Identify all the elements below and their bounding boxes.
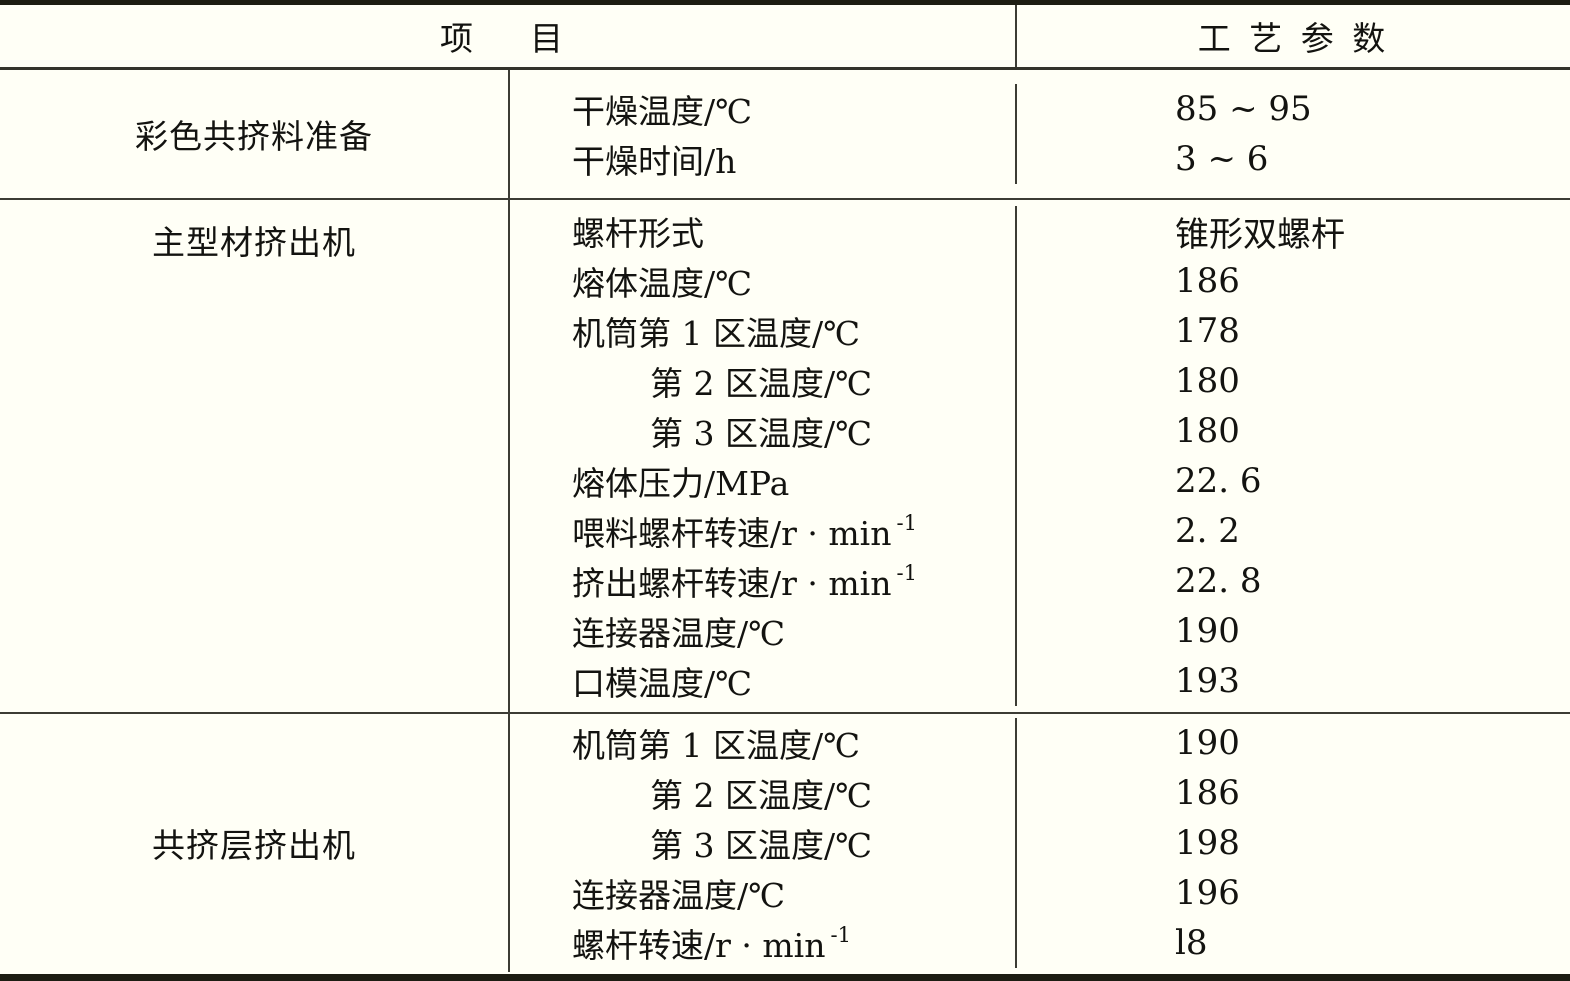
value-cell: 186 xyxy=(1015,768,1570,818)
item-label: 挤出螺杆转速/r · min xyxy=(572,564,892,603)
table-row: 第 2 区温度/℃ 180 xyxy=(510,356,1570,406)
item-cell: 干燥温度/℃ xyxy=(510,84,1015,134)
value-cell: l8 xyxy=(1015,918,1570,968)
item-cell: 口模温度/℃ xyxy=(510,656,1015,706)
header-item-label: 项 目 xyxy=(440,19,575,58)
value-cell: 180 xyxy=(1015,406,1570,456)
item-cell: 螺杆转速/r · min -1 xyxy=(510,918,1015,968)
value-cell: 178 xyxy=(1015,306,1570,356)
table-row: 连接器温度/℃ 196 xyxy=(510,868,1570,918)
value-cell: 2. 2 xyxy=(1015,506,1570,556)
table-row: 挤出螺杆转速/r · min -1 22. 8 xyxy=(510,556,1570,606)
table-row: 连接器温度/℃ 190 xyxy=(510,606,1570,656)
item-label: 干燥时间/h xyxy=(572,142,737,181)
item-label: 喂料螺杆转速/r · min xyxy=(572,514,892,553)
value-cell: 186 xyxy=(1015,256,1570,306)
item-cell: 机筒第 1 区温度/℃ xyxy=(510,306,1015,356)
item-label: 机筒第 1 区温度/℃ xyxy=(572,314,861,353)
item-cell: 连接器温度/℃ xyxy=(510,606,1015,656)
value-cell: 85 ~ 95 xyxy=(1015,84,1570,134)
item-label: 口模温度/℃ xyxy=(572,664,753,703)
item-cell: 第 2 区温度/℃ xyxy=(510,768,1015,818)
table-row: 第 2 区温度/℃ 186 xyxy=(510,768,1570,818)
item-label: 连接器温度/℃ xyxy=(572,614,786,653)
value-cell: 3 ~ 6 xyxy=(1015,134,1570,184)
item-cell: 熔体温度/℃ xyxy=(510,256,1015,306)
value-cell: 锥形双螺杆 xyxy=(1015,206,1570,256)
item-label: 螺杆转速/r · min xyxy=(572,926,826,965)
item-label: 第 3 区温度/℃ xyxy=(650,414,873,453)
table-row: 口模温度/℃ 193 xyxy=(510,656,1570,706)
table-row: 第 3 区温度/℃ 198 xyxy=(510,818,1570,868)
item-label: 连接器温度/℃ xyxy=(572,876,786,915)
item-cell: 干燥时间/h xyxy=(510,134,1015,184)
group-label: 彩色共挤料准备 xyxy=(135,117,373,156)
item-cell: 机筒第 1 区温度/℃ xyxy=(510,718,1015,768)
header-cell-item: 项 目 xyxy=(0,5,1015,67)
table-row: 熔体温度/℃ 186 xyxy=(510,256,1570,306)
item-label: 螺杆形式 xyxy=(572,214,704,253)
group-rows: 干燥温度/℃ 85 ~ 95 干燥时间/h 3 ~ 6 xyxy=(508,70,1570,198)
group-label: 主型材挤出机 xyxy=(152,223,356,262)
item-label: 熔体温度/℃ xyxy=(572,264,753,303)
value-cell: 196 xyxy=(1015,868,1570,918)
value-cell: 180 xyxy=(1015,356,1570,406)
item-cell: 第 2 区温度/℃ xyxy=(510,356,1015,406)
item-label: 干燥温度/℃ xyxy=(572,92,753,131)
item-label: 第 2 区温度/℃ xyxy=(650,776,873,815)
item-cell: 第 3 区温度/℃ xyxy=(510,818,1015,868)
value-cell: 22. 8 xyxy=(1015,556,1570,606)
group-rows: 机筒第 1 区温度/℃ 190 第 2 区温度/℃ 186 第 3 区温度/℃ … xyxy=(508,714,1570,972)
item-label: 第 2 区温度/℃ xyxy=(650,364,873,403)
item-cell: 熔体压力/MPa xyxy=(510,456,1015,506)
table-row: 干燥温度/℃ 85 ~ 95 xyxy=(510,84,1570,134)
item-label: 机筒第 1 区温度/℃ xyxy=(572,726,861,765)
item-cell: 喂料螺杆转速/r · min -1 xyxy=(510,506,1015,556)
item-cell: 第 3 区温度/℃ xyxy=(510,406,1015,456)
table-row: 螺杆形式 锥形双螺杆 xyxy=(510,206,1570,256)
table-row: 机筒第 1 区温度/℃ 190 xyxy=(510,718,1570,768)
item-cell: 挤出螺杆转速/r · min -1 xyxy=(510,556,1015,606)
item-label: 熔体压力/MPa xyxy=(572,464,790,503)
item-cell: 螺杆形式 xyxy=(510,206,1015,256)
value-cell: 190 xyxy=(1015,606,1570,656)
table-row: 喂料螺杆转速/r · min -1 2. 2 xyxy=(510,506,1570,556)
value-cell: 193 xyxy=(1015,656,1570,706)
table-row: 熔体压力/MPa 22. 6 xyxy=(510,456,1570,506)
table-header-row: 项 目 工 艺 参 数 xyxy=(0,5,1570,70)
item-superscript: -1 xyxy=(896,511,917,535)
table-row: 螺杆转速/r · min -1 l8 xyxy=(510,918,1570,968)
value-cell: 22. 6 xyxy=(1015,456,1570,506)
value-cell: 198 xyxy=(1015,818,1570,868)
group-main-profile-extruder: 主型材挤出机 螺杆形式 锥形双螺杆 熔体温度/℃ 186 机筒第 1 区温度/℃… xyxy=(0,198,1570,712)
table-row: 干燥时间/h 3 ~ 6 xyxy=(510,134,1570,184)
table-row: 机筒第 1 区温度/℃ 178 xyxy=(510,306,1570,356)
group-coextrusion-layer-extruder: 共挤层挤出机 机筒第 1 区温度/℃ 190 第 2 区温度/℃ 186 第 3… xyxy=(0,712,1570,972)
table-row: 第 3 区温度/℃ 180 xyxy=(510,406,1570,456)
header-cell-params: 工 艺 参 数 xyxy=(1015,5,1570,67)
group-label: 共挤层挤出机 xyxy=(152,826,356,865)
item-label: 第 3 区温度/℃ xyxy=(650,826,873,865)
item-cell: 连接器温度/℃ xyxy=(510,868,1015,918)
group-color-coextrusion-material-prep: 彩色共挤料准备 干燥温度/℃ 85 ~ 95 干燥时间/h 3 ~ 6 xyxy=(0,70,1570,198)
item-superscript: -1 xyxy=(896,561,917,585)
header-params-label: 工 艺 参 数 xyxy=(1197,19,1390,58)
item-superscript: -1 xyxy=(830,923,851,947)
value-cell: 190 xyxy=(1015,718,1570,768)
group-rows: 螺杆形式 锥形双螺杆 熔体温度/℃ 186 机筒第 1 区温度/℃ 178 第 … xyxy=(508,200,1570,712)
